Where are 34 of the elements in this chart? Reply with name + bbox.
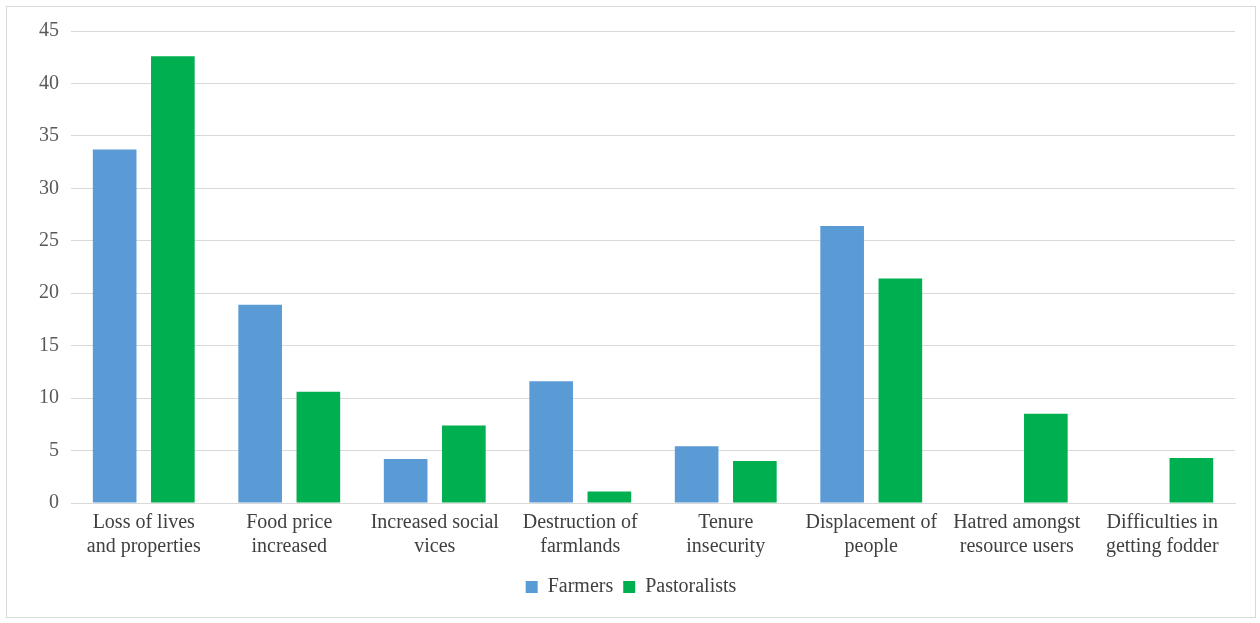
bar: [733, 461, 777, 503]
y-tick-label: 45: [39, 18, 59, 41]
bar: [1024, 413, 1068, 503]
x-tick-label: Increased social vices: [370, 510, 500, 557]
x-tick-label: Food price increased: [246, 510, 333, 557]
bar: [151, 56, 195, 503]
x-tick-label: Destruction of farmlands: [522, 510, 639, 557]
bar: [442, 425, 486, 503]
x-tick-label: Displacement of people: [805, 510, 938, 558]
bar: [674, 446, 719, 503]
x-tick-label: Tenure insecurity: [686, 510, 766, 558]
y-tick-label: 25: [39, 228, 59, 251]
bar: [296, 391, 341, 503]
x-tick-label: Difficulties in getting fodder: [1105, 510, 1219, 558]
bar: [820, 226, 864, 503]
legend-label: Farmers: [547, 574, 614, 597]
y-tick-label: 15: [39, 332, 59, 355]
bar: [238, 304, 282, 503]
y-tick-label: 20: [39, 280, 59, 303]
y-tick-label: 10: [39, 385, 59, 408]
bar: [529, 381, 573, 503]
y-tick-label: 30: [39, 175, 59, 198]
bar: [1169, 457, 1214, 503]
x-tick-label: Hatred amongst resource users: [953, 510, 1081, 557]
y-tick-label: 5: [49, 437, 59, 460]
y-tick-label: 40: [39, 70, 59, 93]
bar: [92, 149, 137, 503]
y-tick-label: 0: [49, 490, 59, 513]
y-tick-label: 35: [39, 123, 59, 146]
bar: [383, 458, 428, 503]
bar: [878, 278, 923, 503]
x-tick-label: Loss of lives and properties: [86, 510, 201, 558]
legend-label: Pastoralists: [645, 574, 737, 597]
bar: [587, 491, 632, 503]
